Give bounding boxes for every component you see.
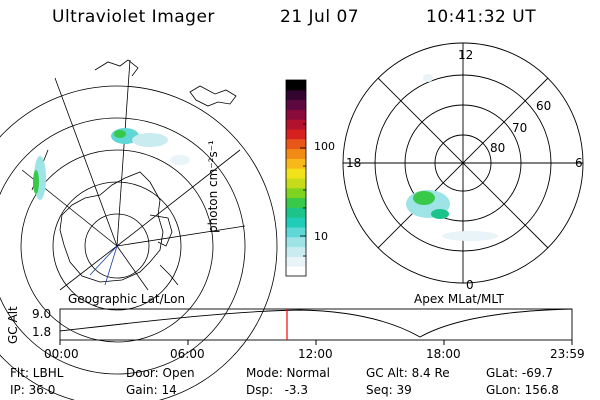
mlat-label-70: 70 xyxy=(512,121,528,135)
observation-time: 10:41:32 UT xyxy=(426,7,537,27)
colorbar-segment xyxy=(286,256,306,267)
time-tick-0000: 00:00 xyxy=(44,347,79,361)
time-tick-2359: 23:59 xyxy=(550,347,585,361)
colorbar-segment xyxy=(286,80,306,91)
colorbar-segment xyxy=(286,129,306,140)
mlt-label-0: 0 xyxy=(466,278,474,292)
colorbar-segment xyxy=(286,119,306,130)
colorbar-segment xyxy=(286,217,306,228)
time-tick-1800: 18:00 xyxy=(426,347,461,361)
status-gc-alt: GC Alt: 8.4 Re xyxy=(366,366,450,380)
mlt-label-12: 12 xyxy=(458,48,474,62)
colorbar-segment xyxy=(286,168,306,179)
instrument-title: Ultraviolet Imager xyxy=(52,7,215,27)
colorbar-segment xyxy=(286,89,306,101)
colorbar-tick-10: 10 xyxy=(314,230,328,243)
colorbar-segment xyxy=(286,227,306,238)
colorbar-segment xyxy=(286,266,306,277)
colorbar-segment xyxy=(286,246,306,257)
mlt-label-18: 18 xyxy=(346,156,362,170)
geo-map-caption: Geographic Lat/Lon xyxy=(68,292,186,306)
status-seq: Seq: 39 xyxy=(366,383,412,397)
observation-date: 21 Jul 07 xyxy=(280,7,360,27)
mlat-label-80: 80 xyxy=(490,141,506,155)
colorbar-segment xyxy=(286,109,306,120)
altitude-tick-1-8: 1.8 xyxy=(32,325,52,339)
status-mode: Mode: Normal xyxy=(246,366,330,380)
status-glon: GLon: 156.8 xyxy=(486,383,559,397)
mlt-label-6: 6 xyxy=(575,156,583,170)
mlat-label-60: 60 xyxy=(536,99,552,113)
status-dsp: Dsp: -3.3 xyxy=(246,383,309,397)
status-filter: Flt: LBHL xyxy=(10,366,64,380)
altitude-axis-label: GC Alt xyxy=(6,306,20,344)
colorbar-segment xyxy=(286,187,306,199)
status-glat: GLat: -69.7 xyxy=(486,366,553,380)
status-gain: Gain: 14 xyxy=(126,383,177,397)
colorbar-segment xyxy=(286,236,306,248)
status-door: Door: Open xyxy=(126,366,195,380)
colorbar-segment xyxy=(286,207,306,218)
colorbar-segment xyxy=(286,148,306,159)
colorbar-segment xyxy=(286,138,306,150)
time-tick-1200: 12:00 xyxy=(298,347,333,361)
polar-plot-caption: Apex MLat/MLT xyxy=(414,292,504,306)
time-tick-0600: 06:00 xyxy=(170,347,205,361)
colorbar-segment xyxy=(286,197,306,208)
colorbar-segment xyxy=(286,158,306,169)
altitude-tick-9: 9.0 xyxy=(32,307,52,321)
colorbar-segment xyxy=(286,178,306,189)
status-ip: IP: 36.0 xyxy=(10,383,56,397)
colorbar-tick-100: 100 xyxy=(314,140,335,153)
colorbar-frame xyxy=(285,79,307,277)
colorbar-segment xyxy=(286,99,306,110)
